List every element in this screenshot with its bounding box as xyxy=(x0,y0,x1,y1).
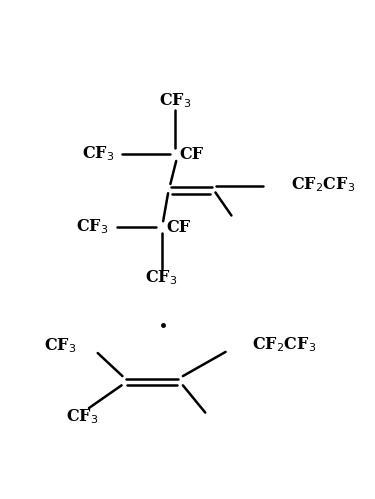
Text: CF$_3$: CF$_3$ xyxy=(159,91,191,110)
Text: CF$_3$: CF$_3$ xyxy=(76,218,108,237)
Text: CF$_3$: CF$_3$ xyxy=(66,407,98,426)
Text: CF: CF xyxy=(166,219,190,236)
Text: CF$_3$: CF$_3$ xyxy=(44,337,76,355)
Text: CF$_2$CF$_3$: CF$_2$CF$_3$ xyxy=(291,176,355,194)
Text: CF$_3$: CF$_3$ xyxy=(81,145,114,163)
Text: CF$_2$CF$_3$: CF$_2$CF$_3$ xyxy=(252,336,316,354)
Text: CF: CF xyxy=(179,146,203,163)
Text: CF$_3$: CF$_3$ xyxy=(146,269,178,287)
